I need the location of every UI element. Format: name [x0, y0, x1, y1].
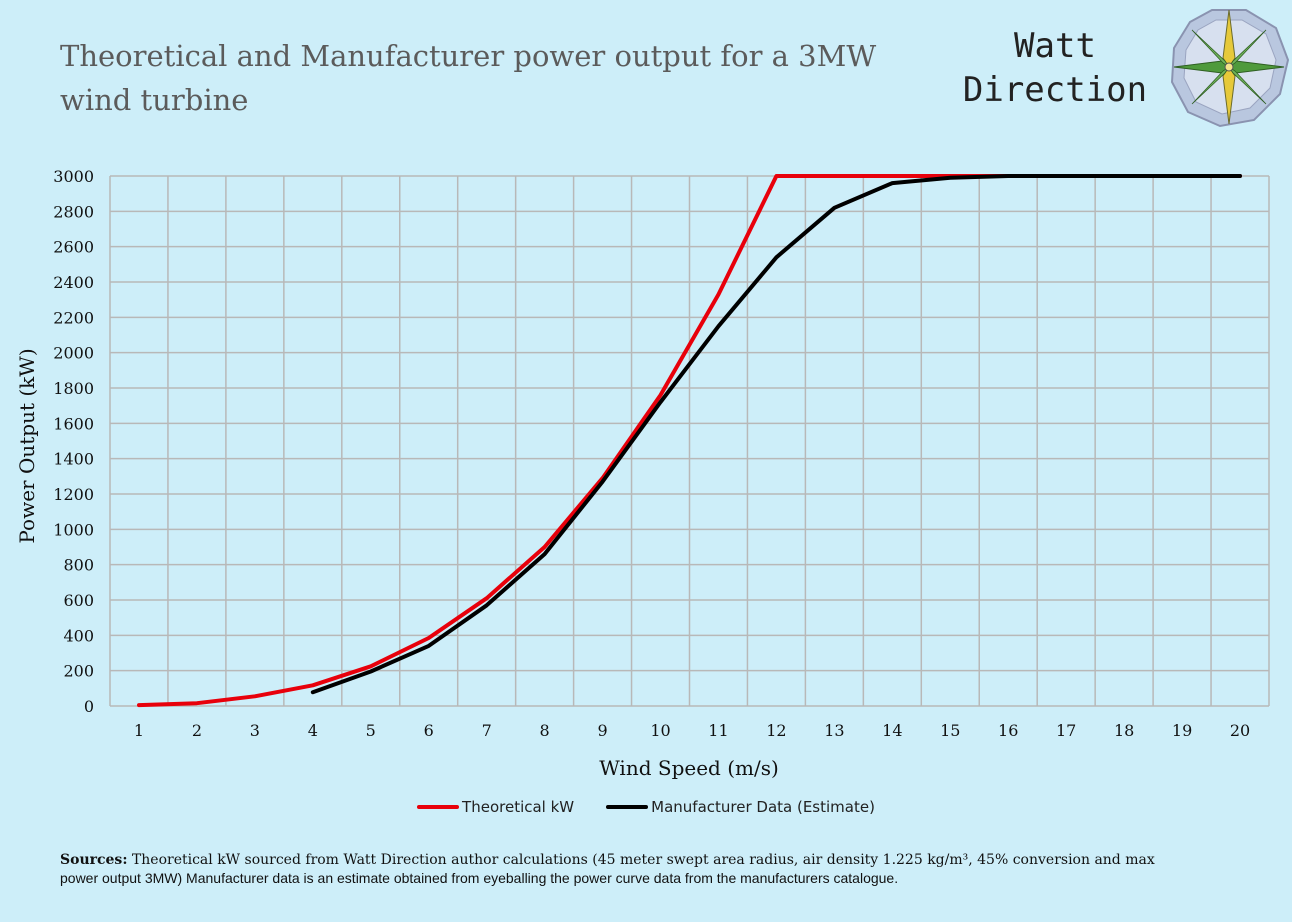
x-tick-label: 5 [366, 721, 376, 740]
legend-item-theoretical: Theoretical kW [417, 798, 574, 816]
x-tick-label: 20 [1230, 721, 1250, 740]
y-tick-label: 1000 [53, 520, 94, 539]
x-tick-label: 6 [424, 721, 434, 740]
x-axis-ticks: 1 2 3 4 5 6 7 8 9 10 11 12 13 14 15 16 17 18 19 20 [134, 721, 1250, 740]
legend-label-theoretical: Theoretical kW [462, 798, 575, 816]
x-tick-label: 9 [597, 721, 607, 740]
y-tick-label: 600 [63, 591, 94, 610]
y-tick-label: 2200 [53, 308, 94, 327]
y-axis-label: Power Output (kW) [15, 348, 39, 543]
sources-note: Sources: Theoretical kW sourced from Wat… [60, 850, 1240, 887]
y-tick-label: 2600 [53, 238, 94, 257]
x-tick-label: 4 [308, 721, 318, 740]
y-tick-label: 400 [63, 626, 94, 645]
legend-label-manufacturer: Manufacturer Data (Estimate) [651, 798, 875, 816]
x-tick-label: 15 [940, 721, 960, 740]
y-tick-label: 1200 [53, 485, 94, 504]
x-tick-label: 12 [766, 721, 786, 740]
x-tick-label: 8 [540, 721, 550, 740]
y-tick-label: 1400 [53, 450, 94, 469]
y-tick-label: 2000 [53, 344, 94, 363]
y-tick-label: 1800 [53, 379, 94, 398]
legend-swatch-manufacturer [606, 805, 649, 809]
x-tick-label: 19 [1172, 721, 1192, 740]
x-tick-label: 16 [998, 721, 1018, 740]
legend-item-manufacturer: Manufacturer Data (Estimate) [606, 798, 875, 816]
legend-swatch-theoretical [417, 805, 460, 809]
y-tick-label: 2800 [53, 202, 94, 221]
chart-series [137, 174, 1242, 708]
sources-label: Sources: [60, 852, 128, 868]
y-tick-label: 200 [63, 662, 94, 681]
x-tick-label: 3 [250, 721, 260, 740]
y-tick-label: 2400 [53, 273, 94, 292]
x-tick-label: 17 [1056, 721, 1076, 740]
sources-text-2: power output 3MW) Manufacturer data is a… [60, 870, 899, 886]
page-title: Theoretical and Manufacturer power outpu… [60, 39, 877, 117]
x-tick-label: 11 [708, 721, 728, 740]
x-tick-label: 14 [882, 721, 902, 740]
chart-grid [109, 175, 1270, 707]
x-tick-label: 18 [1114, 721, 1134, 740]
chart-legend: Theoretical kW Manufacturer Data (Estima… [0, 798, 1292, 816]
sources-text-1: Theoretical kW sourced from Watt Directi… [127, 852, 1155, 868]
series-line-manufacturer [310, 174, 1242, 695]
y-tick-label: 1600 [53, 414, 94, 433]
x-tick-label: 13 [824, 721, 844, 740]
compass-rose-icon [1170, 9, 1290, 128]
x-tick-label: 1 [134, 721, 144, 740]
brand-line-1: Watt [1014, 26, 1096, 66]
y-tick-label: 0 [84, 697, 94, 716]
y-axis-ticks: 0 200 400 600 800 1000 1200 1400 1600 1800 2000 220… [53, 167, 94, 716]
y-tick-label: 800 [63, 556, 94, 575]
x-tick-label: 7 [482, 721, 492, 740]
brand-line-2: Direction [962, 70, 1148, 110]
brand-name: Watt Direction [940, 24, 1170, 112]
y-tick-label: 3000 [53, 167, 94, 186]
x-axis-label: Wind Speed (m/s) [599, 756, 779, 780]
x-tick-label: 2 [192, 721, 202, 740]
x-tick-label: 10 [650, 721, 670, 740]
